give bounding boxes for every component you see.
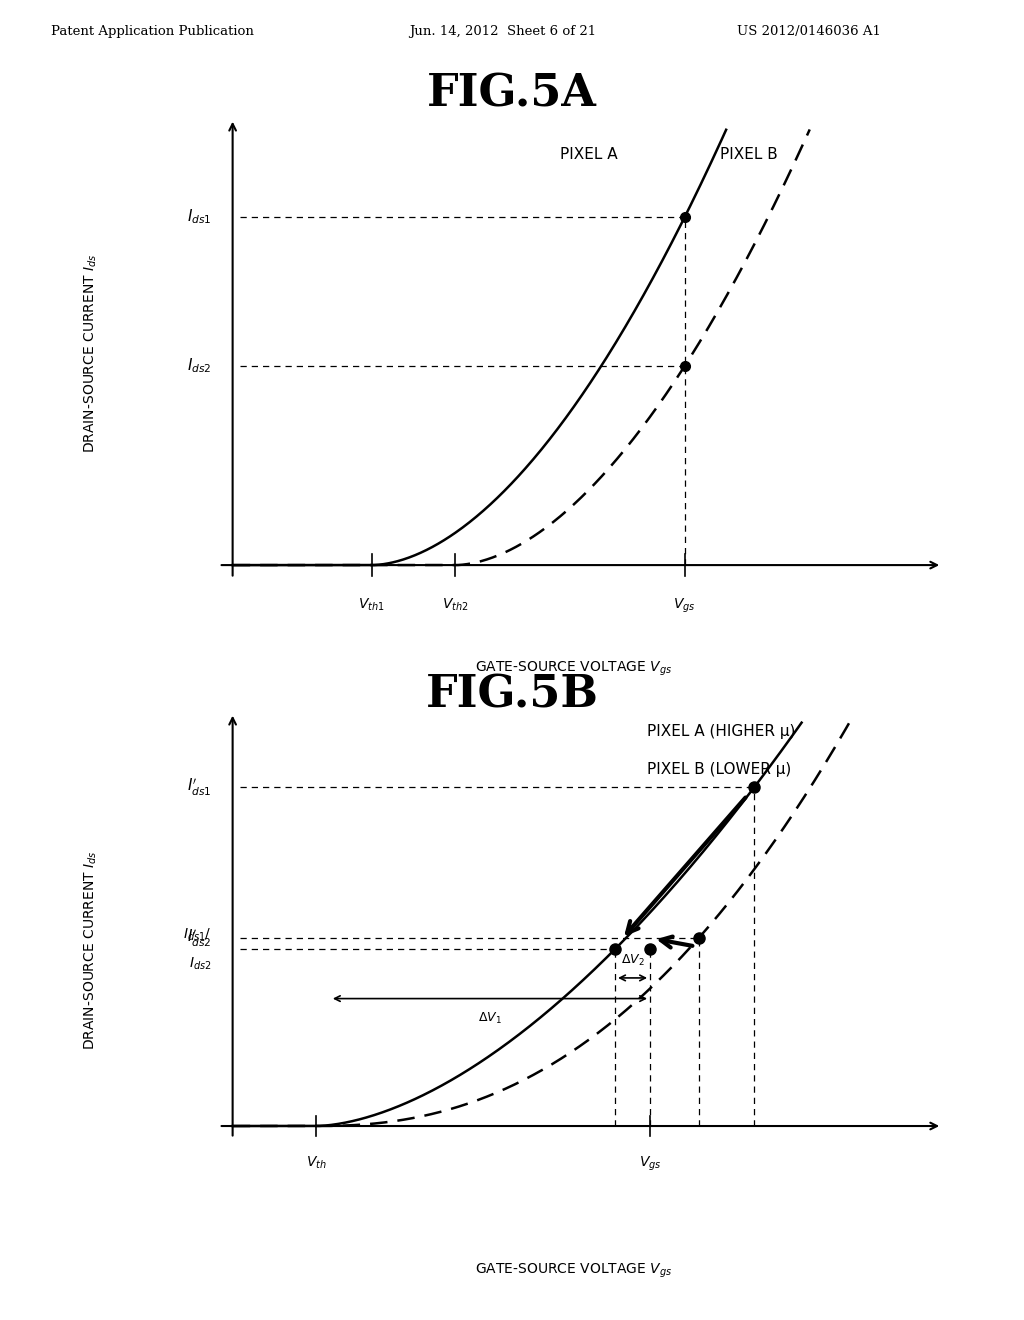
Text: $I_{ds1}$: $I_{ds1}$ <box>187 207 212 226</box>
Text: PIXEL B (LOWER μ): PIXEL B (LOWER μ) <box>647 763 792 777</box>
Text: $V_{gs}$: $V_{gs}$ <box>674 597 696 615</box>
Text: $V_{gs}$: $V_{gs}$ <box>639 1155 662 1173</box>
Text: US 2012/0146036 A1: US 2012/0146036 A1 <box>737 25 882 38</box>
Text: GATE-SOURCE VOLTAGE $V_{gs}$: GATE-SOURCE VOLTAGE $V_{gs}$ <box>475 1262 672 1280</box>
Text: GATE-SOURCE VOLTAGE $V_{gs}$: GATE-SOURCE VOLTAGE $V_{gs}$ <box>475 660 672 678</box>
Text: FIG.5A: FIG.5A <box>427 73 597 116</box>
Text: $I_{ds1}/$: $I_{ds1}/$ <box>183 927 212 942</box>
Text: PIXEL B: PIXEL B <box>720 147 777 162</box>
Text: $\Delta V_2$: $\Delta V_2$ <box>621 953 644 968</box>
Text: $V_{th2}$: $V_{th2}$ <box>442 597 469 612</box>
Text: PIXEL A: PIXEL A <box>559 147 617 162</box>
Text: Patent Application Publication: Patent Application Publication <box>51 25 254 38</box>
Text: Jun. 14, 2012  Sheet 6 of 21: Jun. 14, 2012 Sheet 6 of 21 <box>410 25 597 38</box>
Text: FIG.5B: FIG.5B <box>426 673 598 717</box>
Text: PIXEL A (HIGHER μ): PIXEL A (HIGHER μ) <box>647 725 796 739</box>
Text: $I_{ds2}$: $I_{ds2}$ <box>187 356 212 375</box>
Text: $I_{ds2}'$: $I_{ds2}'$ <box>187 928 212 949</box>
Text: $V_{th1}$: $V_{th1}$ <box>358 597 385 612</box>
Text: $I_{ds2}$: $I_{ds2}$ <box>189 956 212 972</box>
Text: $I_{ds1}'$: $I_{ds1}'$ <box>187 776 212 797</box>
Text: $V_{th}$: $V_{th}$ <box>306 1155 327 1171</box>
Text: DRAIN-SOURCE CURRENT $I_{ds}$: DRAIN-SOURCE CURRENT $I_{ds}$ <box>82 850 98 1051</box>
Text: DRAIN-SOURCE CURRENT $I_{ds}$: DRAIN-SOURCE CURRENT $I_{ds}$ <box>82 253 98 453</box>
Text: $\Delta V_1$: $\Delta V_1$ <box>478 1011 502 1026</box>
